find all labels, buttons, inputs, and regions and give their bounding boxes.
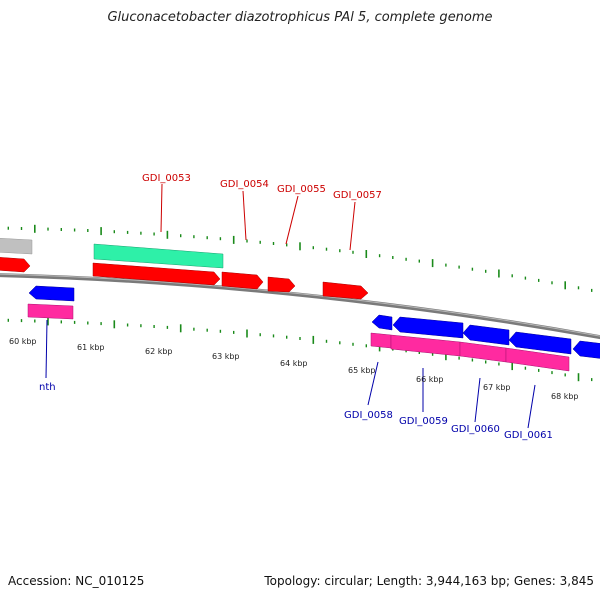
gene-reverse-small[interactable] <box>371 314 393 331</box>
gene-label-gdi-0058[interactable]: GDI_0058 <box>344 410 393 421</box>
gene-label-gdi-0061[interactable]: GDI_0061 <box>504 430 553 441</box>
leader-line-gdi-0060 <box>474 377 481 423</box>
gene-gdi-0061[interactable] <box>572 340 600 359</box>
leader-line-gdi-0057 <box>349 201 356 251</box>
gene-gdi-0058[interactable] <box>392 316 464 339</box>
forward-strand-features <box>0 238 369 300</box>
leader-line-nth <box>45 319 48 379</box>
scale-label-67-kbp: 67 kbp <box>483 383 511 392</box>
gene-label-gdi-0057[interactable]: GDI_0057 <box>333 190 382 201</box>
other-feature[interactable] <box>0 238 33 255</box>
accession-label: Accession: NC_010125 <box>8 574 145 588</box>
gene-label-gdi-0055[interactable]: GDI_0055 <box>277 184 326 195</box>
gene-label-gdi-0054[interactable]: GDI_0054 <box>220 179 269 190</box>
gene-gdi-0053[interactable] <box>92 262 221 286</box>
reverse-gene-labels: nth GDI_0058 GDI_0059 GDI_0060 GDI_0061 <box>39 382 553 441</box>
rna-feature-gdi-0059[interactable] <box>390 334 461 357</box>
rna-feature-gdi-0061[interactable] <box>505 347 570 372</box>
gene-gdi-0055[interactable] <box>267 276 296 293</box>
gene-label-gdi-0060[interactable]: GDI_0060 <box>451 424 500 435</box>
rna-feature-gdi-0060[interactable] <box>459 341 507 363</box>
genome-backbone-highlight <box>0 273 600 337</box>
scale-label-65-kbp: 65 kbp <box>348 366 376 375</box>
inner-tick-marks <box>7 317 593 382</box>
reverse-leader-lines <box>45 319 536 429</box>
gene-gdi-0054[interactable] <box>221 271 264 290</box>
scale-label-66-kbp: 66 kbp <box>416 375 444 384</box>
gene-forward-partial[interactable] <box>0 257 31 273</box>
forward-leader-lines <box>160 183 356 251</box>
scale-label-68-kbp: 68 kbp <box>551 392 579 401</box>
gene-gdi-0057[interactable] <box>322 281 369 300</box>
rna-feature-gdi-0058[interactable] <box>370 332 392 349</box>
genome-backbone <box>0 273 600 340</box>
rrna-feature-gdi-0053[interactable] <box>93 243 224 269</box>
scale-label-62-kbp: 62 kbp <box>145 347 173 356</box>
scale-label-63-kbp: 63 kbp <box>212 352 240 361</box>
scale-label-61-kbp: 61 kbp <box>77 343 105 352</box>
genome-summary: Topology: circular; Length: 3,944,163 bp… <box>264 574 594 588</box>
gene-gdi-0059[interactable] <box>462 324 510 346</box>
map-title: Gluconacetobacter diazotrophicus PAl 5, … <box>107 10 493 25</box>
leader-line-gdi-0061 <box>527 384 536 429</box>
rna-feature-nth[interactable] <box>27 303 74 320</box>
gene-nth[interactable] <box>28 285 75 302</box>
gene-gdi-0060[interactable] <box>508 331 572 355</box>
leader-line-gdi-0055 <box>285 195 299 245</box>
gene-label-gdi-0053[interactable]: GDI_0053 <box>142 173 191 184</box>
gene-label-gdi-0059[interactable]: GDI_0059 <box>399 416 448 427</box>
scale-labels: 60 kbp 61 kbp 62 kbp 63 kbp 64 kbp 65 kb… <box>9 337 579 401</box>
scale-label-60-kbp: 60 kbp <box>9 337 37 346</box>
gene-label-nth[interactable]: nth <box>39 382 56 393</box>
leader-line-gdi-0058 <box>367 361 379 406</box>
leader-line-gdi-0054 <box>242 190 247 241</box>
forward-gene-labels: GDI_0053 GDI_0054 GDI_0055 GDI_0057 <box>142 173 382 201</box>
leader-line-gdi-0053 <box>160 183 163 233</box>
scale-label-64-kbp: 64 kbp <box>280 359 308 368</box>
reverse-strand-features <box>27 285 600 372</box>
outer-tick-marks <box>7 224 593 292</box>
